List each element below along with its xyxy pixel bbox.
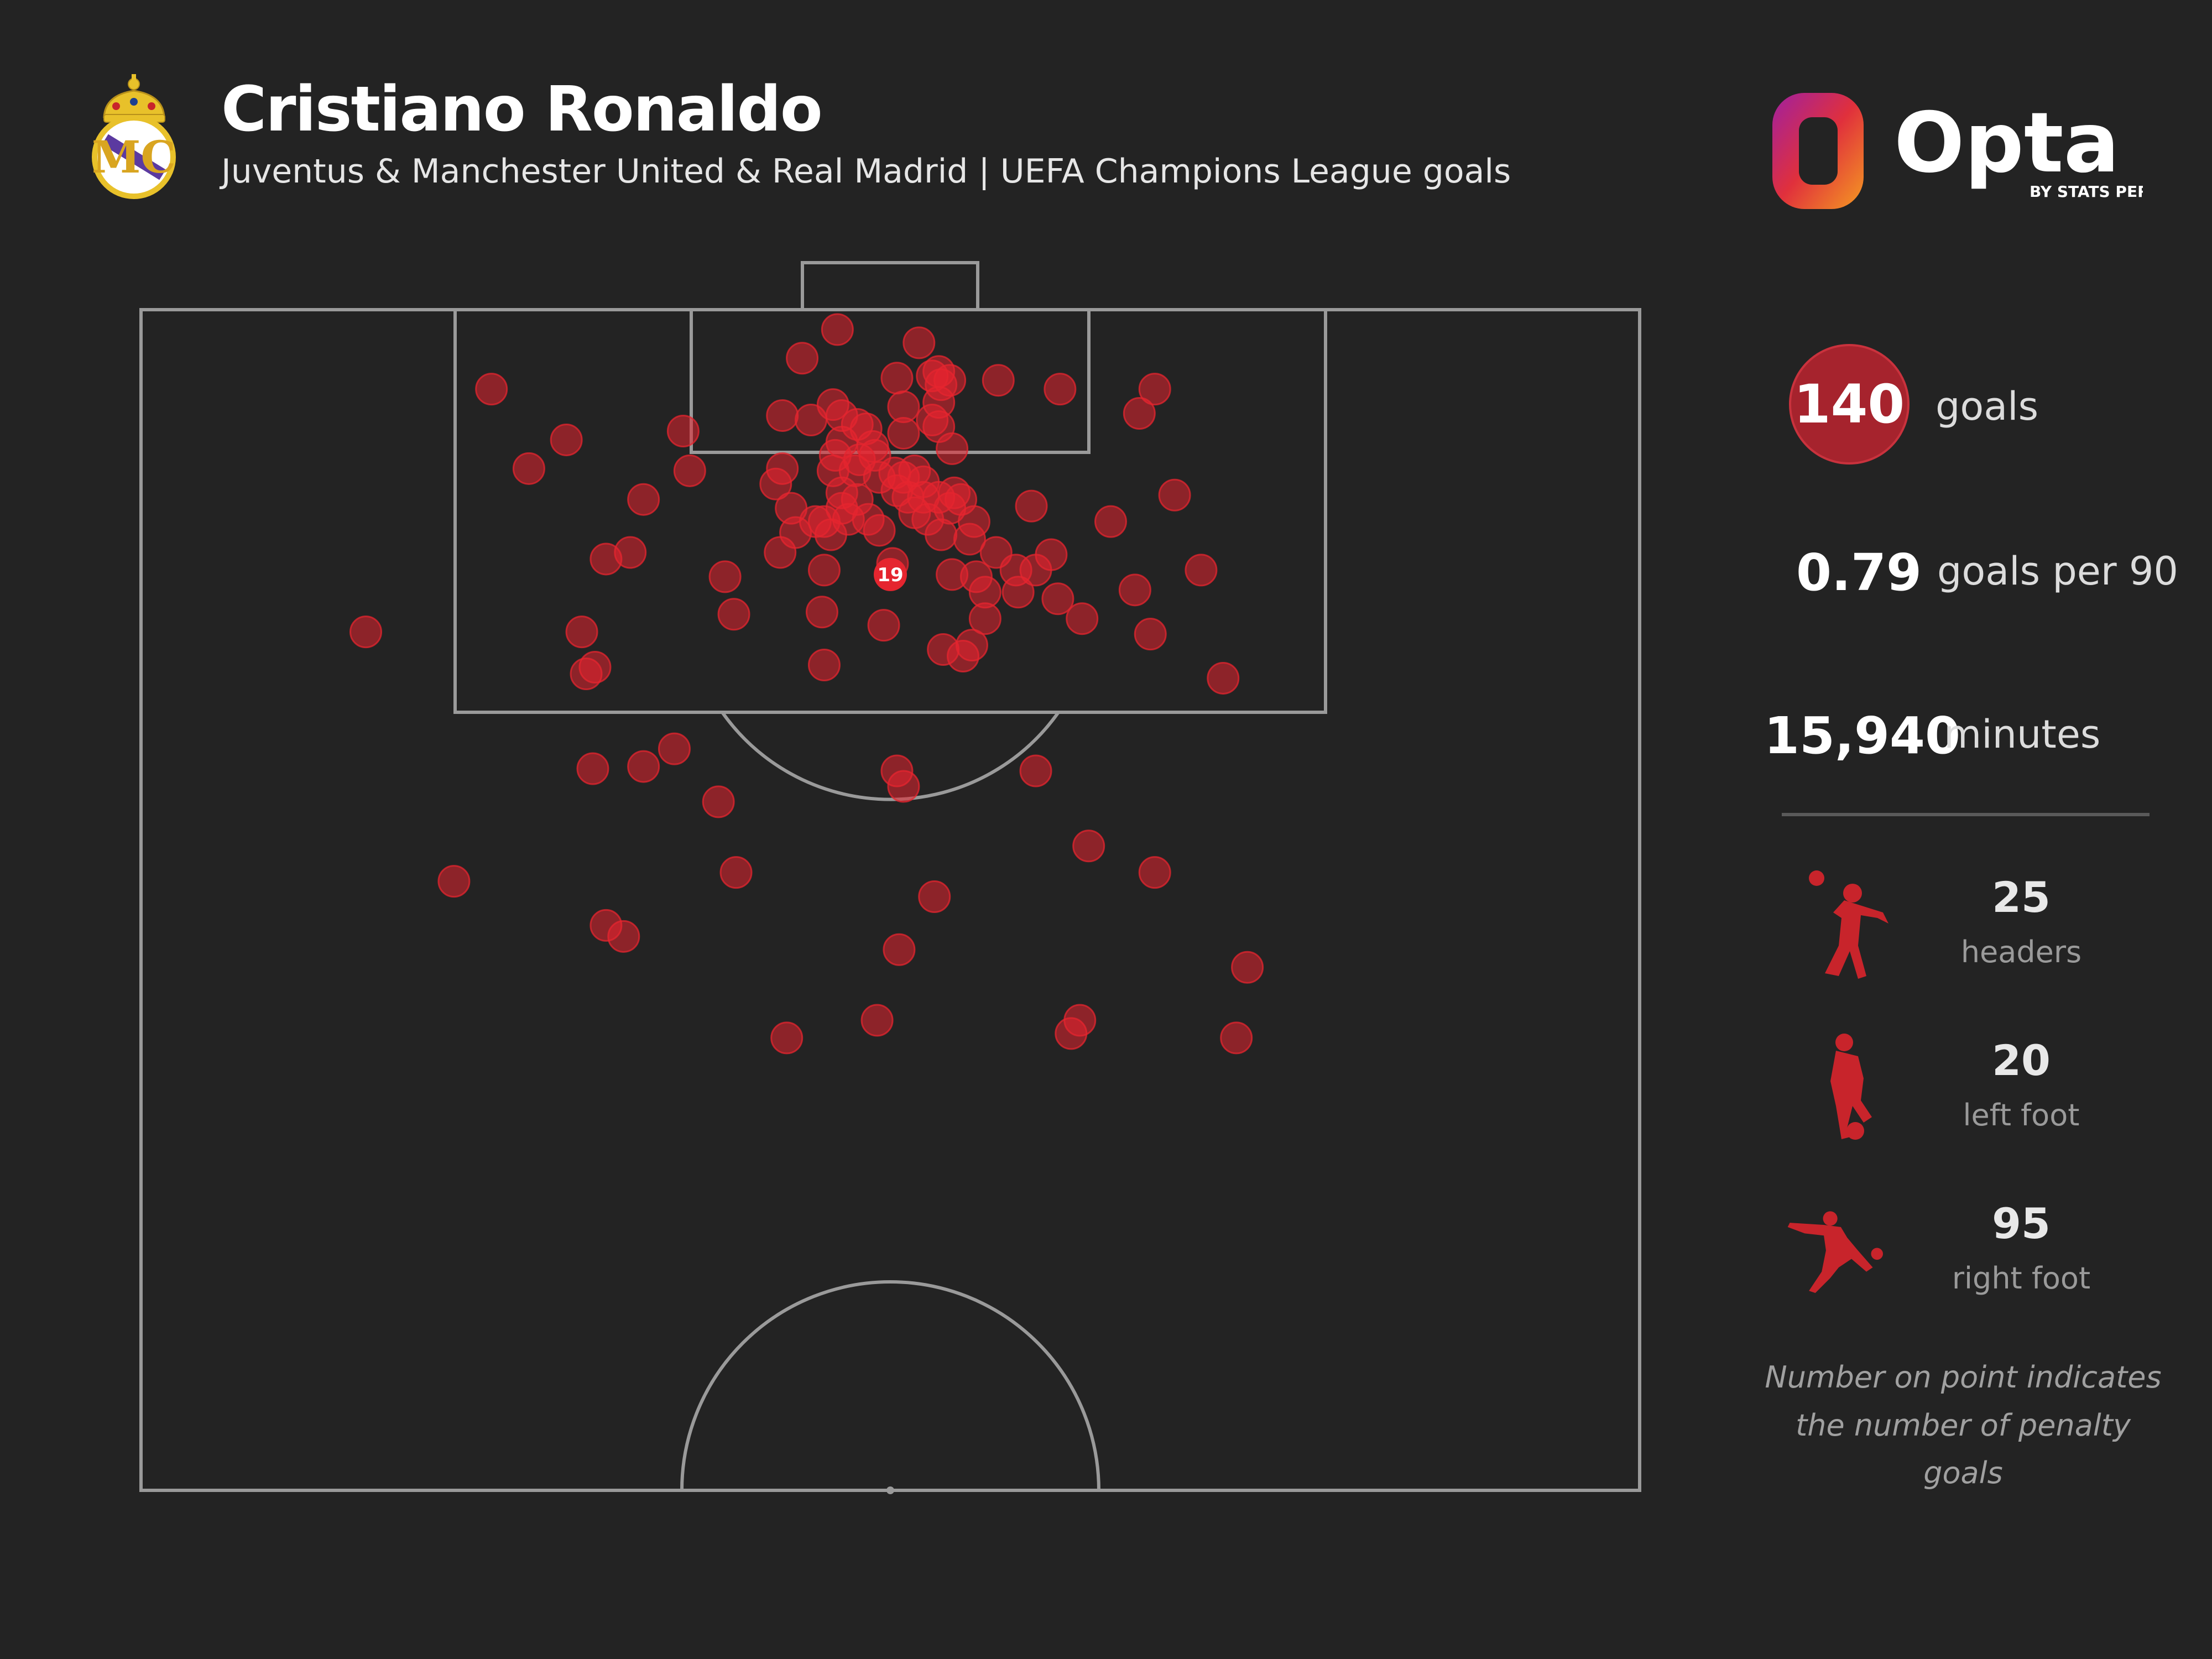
goal-dot [1094,505,1128,538]
svg-text:MC: MC [92,131,176,183]
goal-dot [1207,661,1240,695]
goals-total-badge: 140 [1789,344,1910,465]
left-foot-player-icon [1830,1034,1872,1140]
penalty-goals-label: 19 [877,564,903,586]
goal-dot [1138,373,1171,406]
goal [801,261,979,311]
goal-dot [867,609,900,642]
goal-dot [658,732,691,765]
goal-dot [614,536,647,569]
right-foot-player-icon [1787,1211,1883,1293]
opta-wordmark: Opta [1894,95,2120,191]
goal-dot [1066,602,1099,635]
goal-dot [1044,373,1077,406]
goals-per-90-value: 0.79 [1796,543,1922,602]
goal-dots: 19 [349,313,1264,1055]
penalty-goals-dot [874,557,907,591]
goal-dot [880,362,914,395]
goal-dot [805,596,838,629]
goal-dot [550,423,583,456]
goal-dot [1134,618,1167,651]
goal-dot [1220,1021,1253,1055]
goal-dot [717,598,750,631]
goal-dot [902,326,936,359]
penalty-note-line1: Number on point indicates [1765,1360,2162,1395]
goal-dot [1019,754,1052,787]
goals-label: goals [1936,384,2039,429]
right-foot-label: right foot [1952,1261,2091,1296]
goal-dot [349,615,382,649]
goal-dot [1072,830,1105,863]
goal-dot [863,514,896,547]
goal-dot [719,856,753,889]
header-player-icon [1809,870,1888,979]
goal-dot [786,342,819,375]
centre-circle [680,1280,1100,1491]
goal-dot [1138,856,1171,889]
goal-dot [627,750,660,783]
goal-dot [1118,573,1151,607]
goal-dot [764,536,797,569]
goal-dot [821,313,854,346]
goal-dot [1185,554,1218,587]
opta-tagline: BY STATS PERFORM [2030,182,2143,201]
goal-dot [936,432,969,465]
goal-dot [766,399,799,432]
minutes-label: minutes [1944,712,2101,757]
real-madrid-crest: MC [92,74,176,199]
right-foot-value: 95 [1992,1199,2051,1248]
goal-dot [1055,1017,1088,1050]
minutes-value: 15,940 [1764,706,1961,765]
goal-dot [860,1004,894,1037]
goal-dot [437,865,471,898]
left-foot-value: 20 [1992,1036,2051,1085]
goal-dot [982,364,1015,397]
goal-dot [475,373,508,406]
page-title: Cristiano Ronaldo [221,74,823,145]
goal-dot [953,523,986,556]
goal-dot [565,615,598,649]
goal-dot [673,454,706,487]
goal-dot [968,602,1001,635]
goal-dot [807,648,841,681]
goal-dot [1001,576,1035,609]
page-subtitle: Juventus & Manchester United & Real Madr… [221,152,1511,191]
goal-dot [759,467,792,500]
goal-dot [576,752,609,785]
goal-dot [708,560,742,593]
goal-dot [1231,951,1264,984]
goal-dot [1123,397,1156,430]
goal-dot [883,933,916,966]
penalty-arc [721,711,1060,801]
goals-per-90-label: goals per 90 [1937,549,2178,594]
goal-dot [627,483,660,516]
goal-dot [770,1021,804,1055]
headers-label: headers [1960,935,2082,969]
goal-dot [1158,478,1191,512]
goal-dot [887,416,920,450]
goal-dot [1015,489,1048,523]
pitch-lines [139,261,1641,1492]
stats-divider [1782,813,2150,816]
goal-dot [887,770,920,803]
goal-dot [607,920,640,953]
goal-dot [666,414,700,447]
penalty-note-line2: the number of penalty goals [1796,1408,2131,1491]
goal-dot [1035,538,1068,571]
goal-dot [807,554,841,587]
centre-spot [886,1486,894,1494]
goal-dot [578,650,612,684]
goal-dot [702,785,735,818]
goal-dot [1041,582,1074,615]
goal-dot [947,640,980,673]
opta-logo: Opta BY STATS PERFORM [1772,93,2143,209]
goal-dot [512,452,545,485]
left-foot-label: left foot [1963,1098,2080,1133]
headers-value: 25 [1992,873,2051,922]
goal-dot [918,880,951,914]
